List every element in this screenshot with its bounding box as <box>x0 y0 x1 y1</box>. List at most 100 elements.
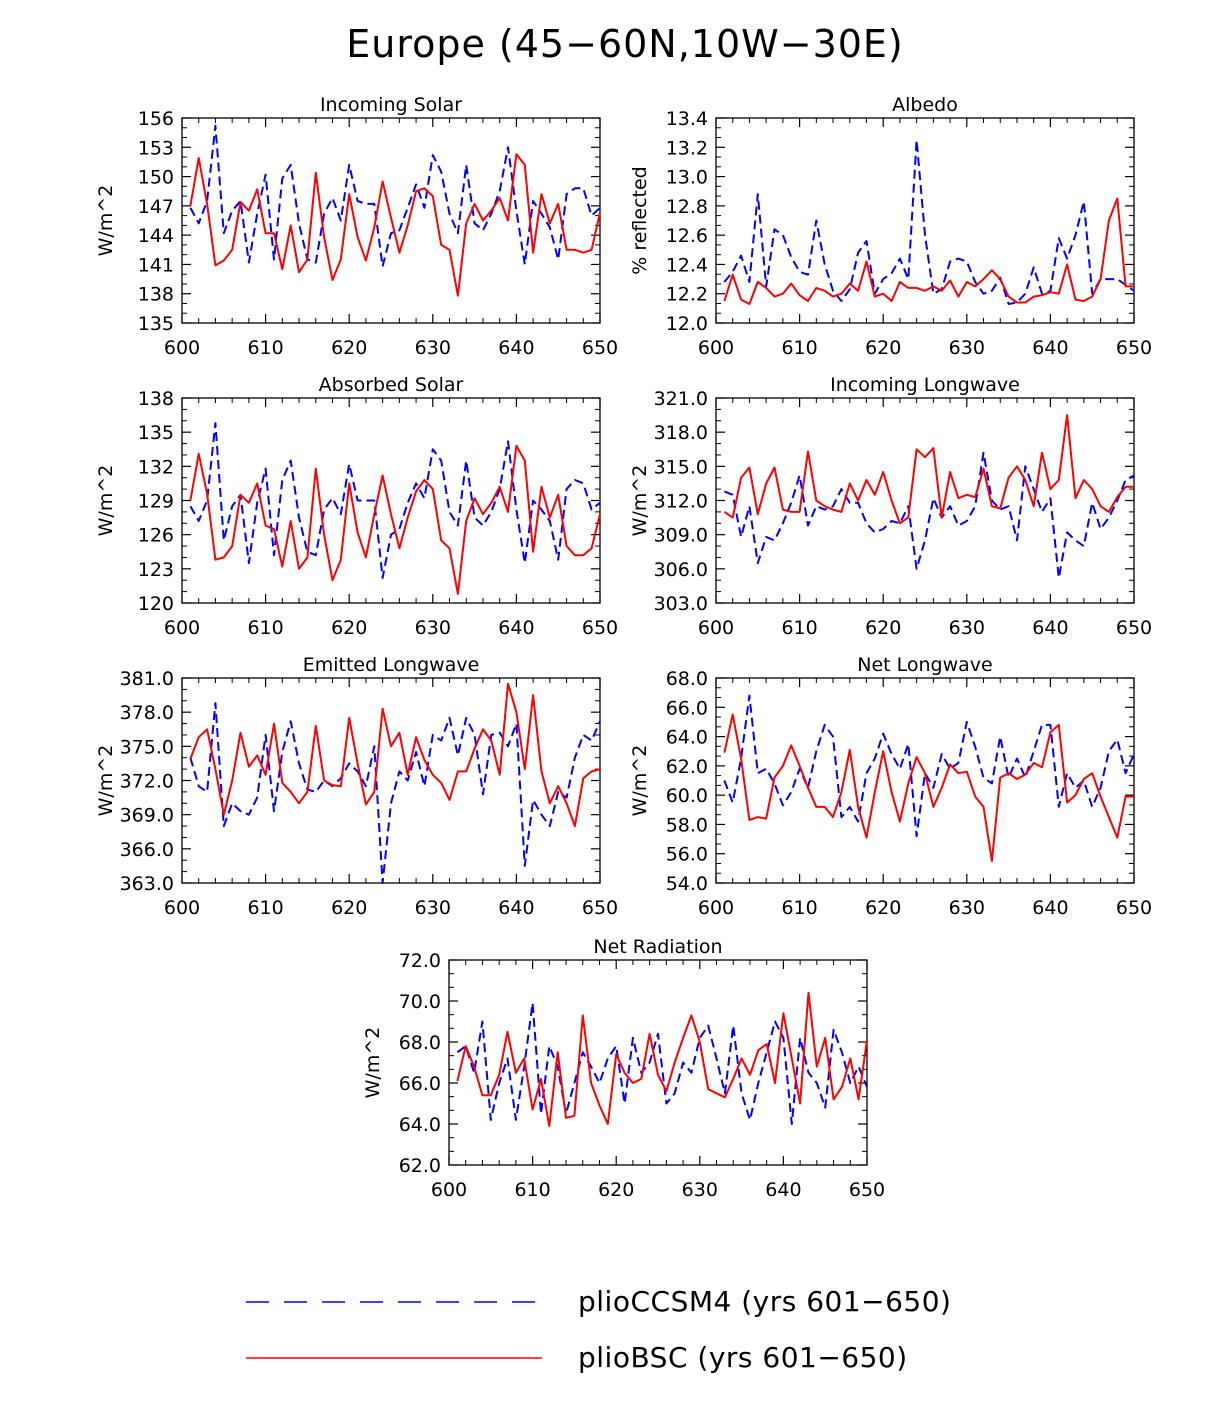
series-bsc-line <box>189 153 601 297</box>
y-tick-label: 68.0 <box>666 668 708 690</box>
panel-title: Incoming Solar <box>320 94 462 116</box>
y-tick-label: 372.0 <box>120 771 174 793</box>
y-axis-label: W/m^2 <box>95 185 117 257</box>
y-tick-label: 129 <box>138 491 174 513</box>
x-tick-label: 640 <box>1032 337 1068 359</box>
y-axis-label: W/m^2 <box>95 465 117 537</box>
y-axis-label: W/m^2 <box>629 465 651 537</box>
x-tick-label: 620 <box>865 337 901 359</box>
x-tick-label: 630 <box>949 897 985 919</box>
y-tick-label: 375.0 <box>120 736 174 758</box>
y-tick-label: 309.0 <box>654 525 708 547</box>
x-tick-label: 630 <box>415 897 451 919</box>
y-tick-label: 138 <box>138 388 174 410</box>
y-tick-label: 381.0 <box>120 668 174 690</box>
x-tick-label: 610 <box>247 337 283 359</box>
series-ccsm4-line <box>456 1002 868 1125</box>
x-tick-label: 610 <box>247 897 283 919</box>
y-tick-label: 66.0 <box>666 697 708 719</box>
panel-net-longwave: Net Longwave 600 610 620 630 640 650 54.0 56.0 58… <box>629 654 1152 919</box>
x-tick-label: 610 <box>247 617 283 639</box>
series-ccsm4-line <box>723 139 1135 305</box>
x-tick-label: 650 <box>1116 617 1152 639</box>
panel-albedo: Albedo 600 610 620 630 640 650 12.0 12.2 12.4 12.6… <box>629 94 1152 359</box>
y-tick-label: 321.0 <box>654 388 708 410</box>
y-tick-label: 54.0 <box>666 873 708 895</box>
series-bsc-line <box>723 197 1134 305</box>
series-bsc-line <box>456 991 868 1127</box>
x-tick-label: 640 <box>498 617 534 639</box>
y-tick-label: 68.0 <box>399 1032 441 1054</box>
y-tick-label: 56.0 <box>666 844 708 866</box>
x-tick-label: 610 <box>781 897 817 919</box>
panel-net-radiation: Net Radiation 600 610 620 630 640 650 62.0 64.0 6… <box>362 936 885 1201</box>
legend: plioCCSM4 (yrs 601−650) plioBSC (yrs 601… <box>246 1285 951 1374</box>
y-tick-label: 13.0 <box>666 167 708 189</box>
x-tick-label: 650 <box>582 337 618 359</box>
panels: Incoming Solar 600 610 620 630 640 650 135 138 14… <box>95 94 1152 1201</box>
y-tick-label: 62.0 <box>399 1155 441 1177</box>
plot-frame <box>181 397 601 604</box>
y-axis-label: % reflected <box>629 166 651 274</box>
y-tick-label: 120 <box>138 593 174 615</box>
y-tick-label: 156 <box>138 108 174 130</box>
x-tick-label: 630 <box>415 337 451 359</box>
series-ccsm4-line <box>724 451 1135 579</box>
x-tick-label: 630 <box>949 617 985 639</box>
x-tick-label: 630 <box>949 337 985 359</box>
x-tick-label: 600 <box>698 337 734 359</box>
panel-emitted-longwave: Emitted Longwave 600 610 620 630 640 650 363.0 3… <box>95 654 618 919</box>
plot-frame <box>448 959 868 1166</box>
series-bsc-line <box>189 444 601 595</box>
panel-incoming-longwave: Incoming Longwave 600 610 620 630 640 650 303.0… <box>629 374 1152 639</box>
legend-label-bsc: plioBSC (yrs 601−650) <box>578 1341 908 1374</box>
y-tick-label: 12.0 <box>666 313 708 335</box>
x-tick-label: 620 <box>331 617 367 639</box>
y-tick-label: 153 <box>138 137 174 159</box>
x-tick-label: 640 <box>498 337 534 359</box>
y-tick-label: 369.0 <box>120 805 174 827</box>
y-tick-label: 132 <box>138 456 174 478</box>
panel-incoming-solar: Incoming Solar 600 610 620 630 640 650 135 138 14… <box>95 94 618 359</box>
x-tick-label: 650 <box>849 1179 885 1201</box>
y-tick-label: 363.0 <box>120 873 174 895</box>
x-tick-label: 600 <box>698 897 734 919</box>
y-tick-label: 147 <box>138 196 174 218</box>
panel-title: Net Longwave <box>857 654 993 676</box>
y-tick-label: 66.0 <box>399 1073 441 1095</box>
y-tick-label: 135 <box>138 422 174 444</box>
x-tick-label: 640 <box>498 897 534 919</box>
y-tick-label: 64.0 <box>399 1114 441 1136</box>
x-tick-label: 640 <box>765 1179 801 1201</box>
y-tick-label: 12.6 <box>666 225 708 247</box>
y-tick-label: 150 <box>138 167 174 189</box>
y-tick-label: 318.0 <box>654 422 708 444</box>
x-tick-label: 650 <box>582 897 618 919</box>
plot-frame <box>181 677 601 884</box>
plot-frame <box>715 117 1135 324</box>
x-tick-label: 620 <box>331 337 367 359</box>
x-tick-label: 650 <box>582 617 618 639</box>
series-bsc-line <box>723 414 1134 525</box>
y-tick-label: 138 <box>138 284 174 306</box>
x-tick-label: 610 <box>781 337 817 359</box>
y-tick-label: 13.4 <box>666 108 708 130</box>
x-tick-label: 640 <box>1032 897 1068 919</box>
x-tick-label: 600 <box>698 617 734 639</box>
x-tick-label: 650 <box>1116 897 1152 919</box>
y-tick-label: 58.0 <box>666 814 708 836</box>
x-tick-label: 640 <box>1032 617 1068 639</box>
y-tick-label: 306.0 <box>654 559 708 581</box>
y-axis-label: W/m^2 <box>629 745 651 817</box>
y-tick-label: 12.4 <box>666 254 708 276</box>
panel-title: Emitted Longwave <box>303 654 480 676</box>
y-tick-label: 72.0 <box>399 950 441 972</box>
y-tick-label: 12.8 <box>666 196 708 218</box>
legend-label-ccsm4: plioCCSM4 (yrs 601−650) <box>578 1285 951 1318</box>
y-tick-label: 378.0 <box>120 702 174 724</box>
y-tick-label: 12.2 <box>666 284 708 306</box>
y-tick-label: 135 <box>138 313 174 335</box>
x-tick-label: 600 <box>431 1179 467 1201</box>
x-tick-label: 610 <box>514 1179 550 1201</box>
plot-frame <box>181 117 601 324</box>
